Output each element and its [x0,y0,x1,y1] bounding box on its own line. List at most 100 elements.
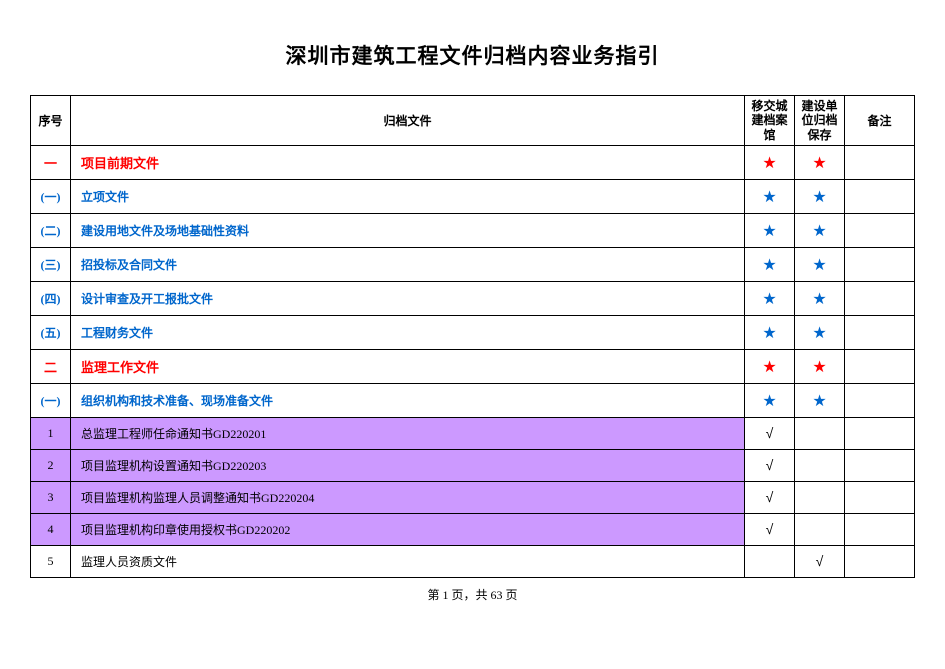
cell-mark: ★ [745,146,795,180]
cell-mark [795,418,845,450]
star-icon: ★ [762,189,776,206]
table-row: (一)组织机构和技术准备、现场准备文件 ★ ★ [31,384,915,418]
cell-remark [845,418,915,450]
cell-remark [845,316,915,350]
header-seq: 序号 [31,96,71,146]
cell-remark [845,350,915,384]
star-icon: ★ [762,359,776,376]
cell-seq: 5 [31,546,71,578]
cell-remark [845,248,915,282]
star-icon: ★ [812,291,826,308]
header-col2: 建设单位归档保存 [795,96,845,146]
star-icon: ★ [812,325,826,342]
cell-mark: √ [745,482,795,514]
header-col1: 移交城建档案馆 [745,96,795,146]
cell-file: 立项文件 [71,180,745,214]
cell-file: 总监理工程师任命通知书GD220201 [71,418,745,450]
table-row: 一项目前期文件 ★ ★ [31,146,915,180]
check-icon: √ [766,489,774,505]
check-icon: √ [766,457,774,473]
cell-mark: √ [745,450,795,482]
cell-file: 项目监理机构设置通知书GD220203 [71,450,745,482]
star-icon: ★ [812,257,826,274]
cell-seq: (一) [31,180,71,214]
cell-file: 建设用地文件及场地基础性资料 [71,214,745,248]
cell-mark: ★ [745,214,795,248]
star-icon: ★ [812,189,826,206]
cell-file: 项目监理机构监理人员调整通知书GD220204 [71,482,745,514]
star-icon: ★ [812,155,826,172]
cell-mark: ★ [745,282,795,316]
cell-seq: 4 [31,514,71,546]
table-row: 1总监理工程师任命通知书GD220201 √ [31,418,915,450]
star-icon: ★ [812,393,826,410]
table-row: (二)建设用地文件及场地基础性资料★★ [31,214,915,248]
cell-remark [845,482,915,514]
cell-file: 项目前期文件 [71,146,745,180]
cell-seq: 3 [31,482,71,514]
cell-mark: ★ [795,146,845,180]
cell-mark: √ [795,546,845,578]
cell-mark: √ [745,418,795,450]
header-file: 归档文件 [71,96,745,146]
table-row: 2项目监理机构设置通知书GD220203 √ [31,450,915,482]
star-icon: ★ [762,393,776,410]
cell-remark [845,546,915,578]
cell-seq: 2 [31,450,71,482]
cell-remark [845,514,915,546]
cell-file: 监理工作文件 [71,350,745,384]
cell-mark: ★ [795,350,845,384]
cell-file: 招投标及合同文件 [71,248,745,282]
cell-mark: ★ [745,316,795,350]
check-icon: √ [766,425,774,441]
cell-seq: 一 [31,146,71,180]
cell-mark: ★ [795,282,845,316]
cell-remark [845,146,915,180]
check-icon: √ [766,521,774,537]
star-icon: ★ [762,257,776,274]
star-icon: ★ [762,325,776,342]
cell-file: 工程财务文件 [71,316,745,350]
cell-mark [745,546,795,578]
star-icon: ★ [762,223,776,240]
table-row: (一)立项文件 ★ ★ [31,180,915,214]
cell-mark: ★ [795,248,845,282]
table-header-row: 序号 归档文件 移交城建档案馆 建设单位归档保存 备注 [31,96,915,146]
table-row: 3项目监理机构监理人员调整通知书GD220204 √ [31,482,915,514]
table-row: (四)设计审查及开工报批文件 ★ ★ [31,282,915,316]
cell-remark [845,450,915,482]
cell-file: 项目监理机构印章使用授权书GD220202 [71,514,745,546]
star-icon: ★ [762,291,776,308]
cell-seq: 二 [31,350,71,384]
table-row: (五)工程财务文件★★ [31,316,915,350]
footer-prefix: 第 [427,588,442,602]
cell-file: 组织机构和技术准备、现场准备文件 [71,384,745,418]
cell-mark: ★ [745,180,795,214]
cell-mark: √ [745,514,795,546]
star-icon: ★ [762,155,776,172]
cell-mark: ★ [795,180,845,214]
table-row: (三)招投标及合同文件 ★ ★ [31,248,915,282]
cell-file: 监理人员资质文件 [71,546,745,578]
cell-file: 设计审查及开工报批文件 [71,282,745,316]
footer-suffix: 页 [503,588,518,602]
header-remark: 备注 [845,96,915,146]
footer-total: 63 [491,588,503,602]
star-icon: ★ [812,359,826,376]
cell-seq: (一) [31,384,71,418]
cell-seq: (四) [31,282,71,316]
cell-mark [795,514,845,546]
star-icon: ★ [812,223,826,240]
table-row: 4项目监理机构印章使用授权书GD220202 √ [31,514,915,546]
cell-mark: ★ [795,214,845,248]
table-row: 5监理人员资质文件 √ [31,546,915,578]
cell-seq: 1 [31,418,71,450]
check-icon: √ [816,553,824,569]
page-title: 深圳市建筑工程文件归档内容业务指引 [30,40,915,70]
footer-mid: 页，共 [448,588,490,602]
cell-seq: (三) [31,248,71,282]
cell-remark [845,214,915,248]
cell-mark: ★ [745,350,795,384]
table-row: 二监理工作文件 ★ ★ [31,350,915,384]
cell-mark: ★ [795,316,845,350]
